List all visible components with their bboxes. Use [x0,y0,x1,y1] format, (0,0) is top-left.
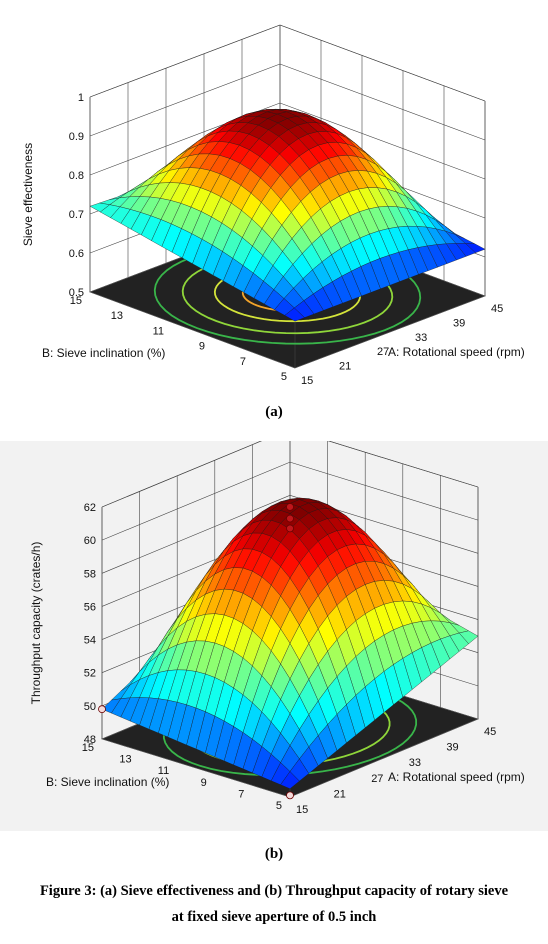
x-tick-label: 45 [484,726,496,738]
y-tick-label: 9 [199,341,205,353]
panel-label-b: (b) [264,846,284,862]
surface-cell [284,307,305,322]
panel-label-a: (a) [265,404,283,420]
design-point [286,514,294,523]
y-tick-label: 7 [238,788,244,800]
y-tick-label: 13 [119,754,131,766]
z-tick-label: 0.8 [69,170,84,182]
x-tick-label: 21 [339,361,351,373]
design-point [98,705,106,714]
x-axis-title: A: Rotational speed (rpm) [388,770,525,784]
x-tick-label: 33 [409,757,421,769]
wall-grid-line [279,63,486,141]
y-tick-label: 13 [111,310,123,322]
wall-grid-line [327,441,479,488]
x-tick-label: 39 [453,317,465,329]
caption-line-1: Figure 3: (a) Sieve effectiveness and (b… [39,883,509,899]
wall-grid-line [101,461,291,541]
y-tick-label: 15 [70,295,82,307]
z-tick-label: 54 [84,635,96,647]
z-tick-label: 50 [84,701,96,713]
surface-plot-b-svg: 48 50 52 54 56 58 60 62 Throughput capacity (cra… [29,441,525,816]
x-tick-label: 15 [301,375,313,387]
y-tick-label: 11 [158,765,169,777]
wall-grid-line [101,495,291,574]
z-axis-title: Sieve effectiveness [21,143,35,246]
z-tick-label: 60 [84,535,96,547]
z-tick-label: 56 [84,601,96,613]
y-tick-label: 9 [201,777,207,789]
z-tick-label: 58 [84,568,96,580]
x-tick-label: 15 [296,804,308,816]
design-point [286,524,294,533]
x-tick-label: 33 [415,332,427,344]
wall-grid-line [89,63,281,137]
z-tick-label: 52 [84,668,96,680]
z-tick-label: 0.7 [69,209,84,221]
z-tick-label: 0.5 [69,287,84,299]
wall-grid-line [327,441,479,488]
surface-cell [280,771,300,789]
y-tick-label: 11 [153,325,164,337]
z-tick-label: 48 [84,734,96,746]
y-tick-label: 15 [82,742,94,754]
x-tick-label: 45 [491,303,503,315]
y-tick-label: 5 [276,800,282,812]
z-tick-label: 62 [84,502,96,514]
x-tick-label: 27 [371,773,383,785]
wall-grid-line [101,441,262,508]
x-axis-title: A: Rotational speed (rpm) [388,345,525,359]
x-tick-label: 39 [446,742,458,754]
wall-grid-line [279,102,486,180]
x-tick-label: 27 [377,346,389,358]
design-point [286,503,294,511]
z-axis-title: Throughput capacity (crates/h) [29,542,43,705]
figure-caption: Figure 3: (a) Sieve effectiveness and (b… [0,878,548,930]
x-tick-label: 21 [334,788,346,800]
y-tick-label: 5 [281,371,287,383]
caption-line-2: at fixed sieve aperture of 0.5 inch [171,909,377,925]
y-axis-title: B: Sieve inclination (%) [42,346,165,360]
surface-plot-b: 48 50 52 54 56 58 60 62 Throughput capacity (cra… [0,441,548,831]
design-point [286,791,294,800]
y-tick-label: 7 [240,356,246,368]
wall-grid-line [89,24,281,98]
z-tick-label: 1 [78,92,84,104]
surface-plot-a-svg: 0.5 0.6 0.7 0.8 0.9 1 Sieve effectiveness 15 21 2… [21,24,525,387]
y-axis-title: B: Sieve inclination (%) [46,775,169,789]
z-tick-label: 0.6 [69,248,84,260]
wall-grid-line [279,24,486,102]
z-tick-label: 0.9 [69,131,84,143]
wall-grid-line [289,461,479,521]
surface-plot-a: 0.5 0.6 0.7 0.8 0.9 1 Sieve effectiveness 15 21 2… [0,0,548,390]
